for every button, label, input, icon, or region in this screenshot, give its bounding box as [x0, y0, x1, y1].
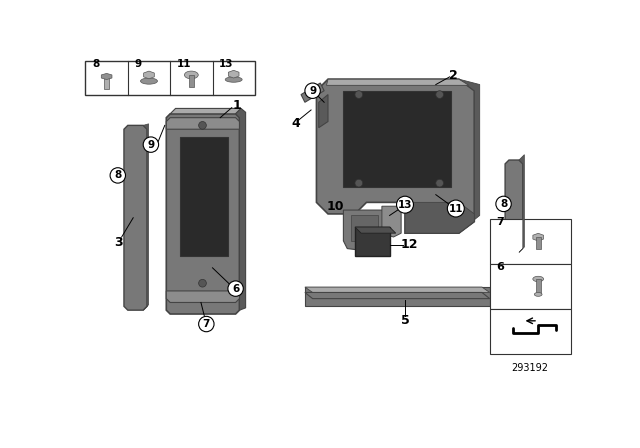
- Text: 4: 4: [291, 117, 300, 130]
- Text: 11: 11: [449, 203, 463, 214]
- Polygon shape: [319, 95, 328, 128]
- Circle shape: [436, 179, 444, 187]
- Polygon shape: [236, 108, 246, 310]
- Circle shape: [355, 179, 363, 187]
- Text: 2: 2: [449, 69, 458, 82]
- Polygon shape: [170, 108, 241, 114]
- Text: 13: 13: [397, 200, 412, 210]
- Text: 11: 11: [177, 59, 191, 69]
- Text: 8: 8: [92, 59, 99, 69]
- Ellipse shape: [141, 78, 157, 84]
- Polygon shape: [301, 83, 324, 102]
- Circle shape: [496, 196, 511, 211]
- Ellipse shape: [533, 276, 543, 282]
- Polygon shape: [228, 70, 239, 78]
- Polygon shape: [166, 291, 239, 302]
- Text: 6: 6: [232, 284, 239, 293]
- Polygon shape: [166, 118, 239, 129]
- Polygon shape: [459, 79, 480, 233]
- Bar: [536, 279, 541, 294]
- Bar: [104, 78, 109, 89]
- Circle shape: [228, 281, 243, 296]
- Polygon shape: [143, 124, 148, 310]
- Text: 5: 5: [401, 314, 410, 327]
- Polygon shape: [344, 91, 451, 187]
- Circle shape: [198, 121, 206, 129]
- Polygon shape: [533, 233, 543, 241]
- Bar: [305, 287, 490, 306]
- Circle shape: [143, 137, 159, 152]
- Polygon shape: [124, 125, 147, 310]
- Polygon shape: [505, 160, 523, 252]
- Text: 13: 13: [219, 59, 234, 69]
- Polygon shape: [166, 114, 239, 314]
- Text: 9: 9: [309, 86, 316, 96]
- Polygon shape: [351, 215, 378, 241]
- Ellipse shape: [534, 293, 542, 296]
- Text: 9: 9: [134, 59, 141, 69]
- Polygon shape: [180, 137, 228, 256]
- Circle shape: [198, 316, 214, 332]
- Text: 1: 1: [233, 99, 241, 112]
- Text: 8: 8: [114, 170, 122, 181]
- Circle shape: [305, 83, 320, 99]
- Polygon shape: [101, 73, 112, 80]
- Bar: [490, 220, 570, 264]
- Polygon shape: [519, 155, 524, 252]
- Bar: [355, 227, 390, 256]
- Ellipse shape: [184, 71, 198, 79]
- Circle shape: [355, 90, 363, 99]
- Ellipse shape: [225, 77, 242, 82]
- Polygon shape: [316, 79, 474, 233]
- Text: 10: 10: [327, 200, 344, 213]
- Polygon shape: [382, 206, 401, 237]
- Bar: [490, 264, 570, 309]
- Polygon shape: [326, 79, 469, 85]
- Bar: [536, 237, 541, 250]
- Polygon shape: [405, 202, 474, 233]
- Bar: [86, 61, 255, 95]
- Text: 293192: 293192: [511, 363, 548, 373]
- Polygon shape: [355, 227, 396, 233]
- Polygon shape: [305, 293, 490, 299]
- Text: 8: 8: [500, 199, 507, 209]
- Text: 12: 12: [401, 238, 419, 251]
- Circle shape: [447, 200, 464, 217]
- Text: 9: 9: [147, 140, 154, 150]
- Bar: [189, 75, 194, 87]
- Circle shape: [198, 280, 206, 287]
- Text: 7: 7: [203, 319, 210, 329]
- Polygon shape: [344, 210, 386, 252]
- Circle shape: [436, 90, 444, 99]
- Circle shape: [397, 196, 413, 213]
- Polygon shape: [305, 287, 490, 293]
- Text: 3: 3: [115, 236, 123, 249]
- Text: 7: 7: [496, 217, 504, 228]
- Bar: [490, 309, 570, 354]
- Polygon shape: [143, 71, 154, 79]
- Circle shape: [110, 168, 125, 183]
- Text: 6: 6: [496, 263, 504, 272]
